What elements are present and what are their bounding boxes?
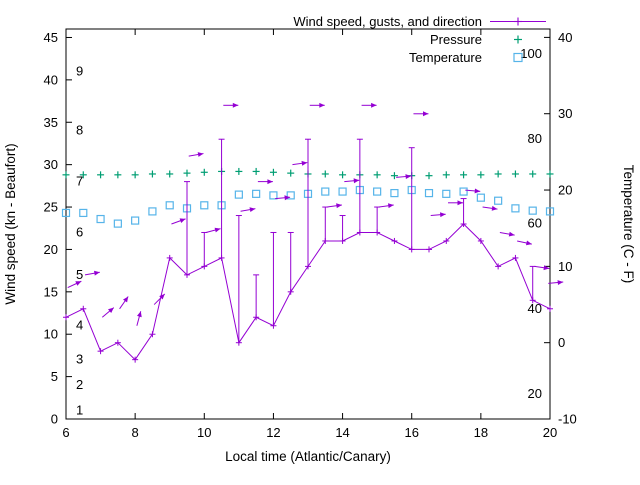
svg-text:100: 100 [520, 46, 542, 61]
svg-text:35: 35 [44, 115, 58, 130]
svg-text:Temperature (C - F): Temperature (C - F) [621, 165, 636, 284]
svg-text:12: 12 [266, 425, 280, 440]
svg-text:2: 2 [76, 377, 83, 392]
svg-text:20: 20 [528, 386, 542, 401]
svg-text:20: 20 [558, 183, 572, 198]
legend: Wind speed, gusts, and direction Pressure… [293, 14, 546, 65]
svg-text:Wind speed (kn - Beaufort): Wind speed (kn - Beaufort) [3, 143, 18, 304]
svg-text:6: 6 [62, 425, 69, 440]
svg-text:60: 60 [528, 216, 542, 231]
svg-text:1: 1 [76, 403, 83, 418]
svg-text:10: 10 [197, 425, 211, 440]
svg-text:80: 80 [528, 131, 542, 146]
pressure-series [62, 167, 554, 180]
svg-text:14: 14 [335, 425, 349, 440]
svg-text:6: 6 [76, 224, 83, 239]
svg-text:40: 40 [44, 72, 58, 87]
svg-text:25: 25 [44, 200, 58, 215]
svg-text:20: 20 [44, 242, 58, 257]
plot-frame [65, 28, 551, 420]
svg-text:30: 30 [558, 106, 572, 121]
svg-text:9: 9 [76, 63, 83, 78]
svg-text:0: 0 [558, 335, 565, 350]
svg-text:10: 10 [558, 259, 572, 274]
wind-direction-arrows [67, 102, 564, 326]
svg-text:20: 20 [543, 425, 557, 440]
svg-text:0: 0 [51, 412, 58, 427]
svg-text:Wind speed, gusts, and directi: Wind speed, gusts, and direction [293, 14, 482, 29]
wind-series [63, 138, 553, 363]
svg-text:5: 5 [51, 369, 58, 384]
svg-text:5: 5 [76, 267, 83, 282]
svg-text:8: 8 [76, 123, 83, 138]
svg-text:16: 16 [404, 425, 418, 440]
svg-text:40: 40 [558, 30, 572, 45]
svg-text:45: 45 [44, 30, 58, 45]
svg-text:Local time (Atlantic/Canary): Local time (Atlantic/Canary) [225, 449, 391, 464]
svg-text:7: 7 [76, 174, 83, 189]
svg-text:40: 40 [528, 301, 542, 316]
svg-text:4: 4 [76, 318, 83, 333]
svg-text:10: 10 [44, 327, 58, 342]
svg-text:Pressure: Pressure [430, 32, 482, 47]
svg-text:18: 18 [474, 425, 488, 440]
svg-text:8: 8 [132, 425, 139, 440]
svg-text:15: 15 [44, 284, 58, 299]
svg-text:3: 3 [76, 352, 83, 367]
svg-text:30: 30 [44, 157, 58, 172]
svg-text:-10: -10 [558, 412, 577, 427]
svg-text:Temperature: Temperature [409, 50, 482, 65]
temperature-series [61, 185, 555, 228]
